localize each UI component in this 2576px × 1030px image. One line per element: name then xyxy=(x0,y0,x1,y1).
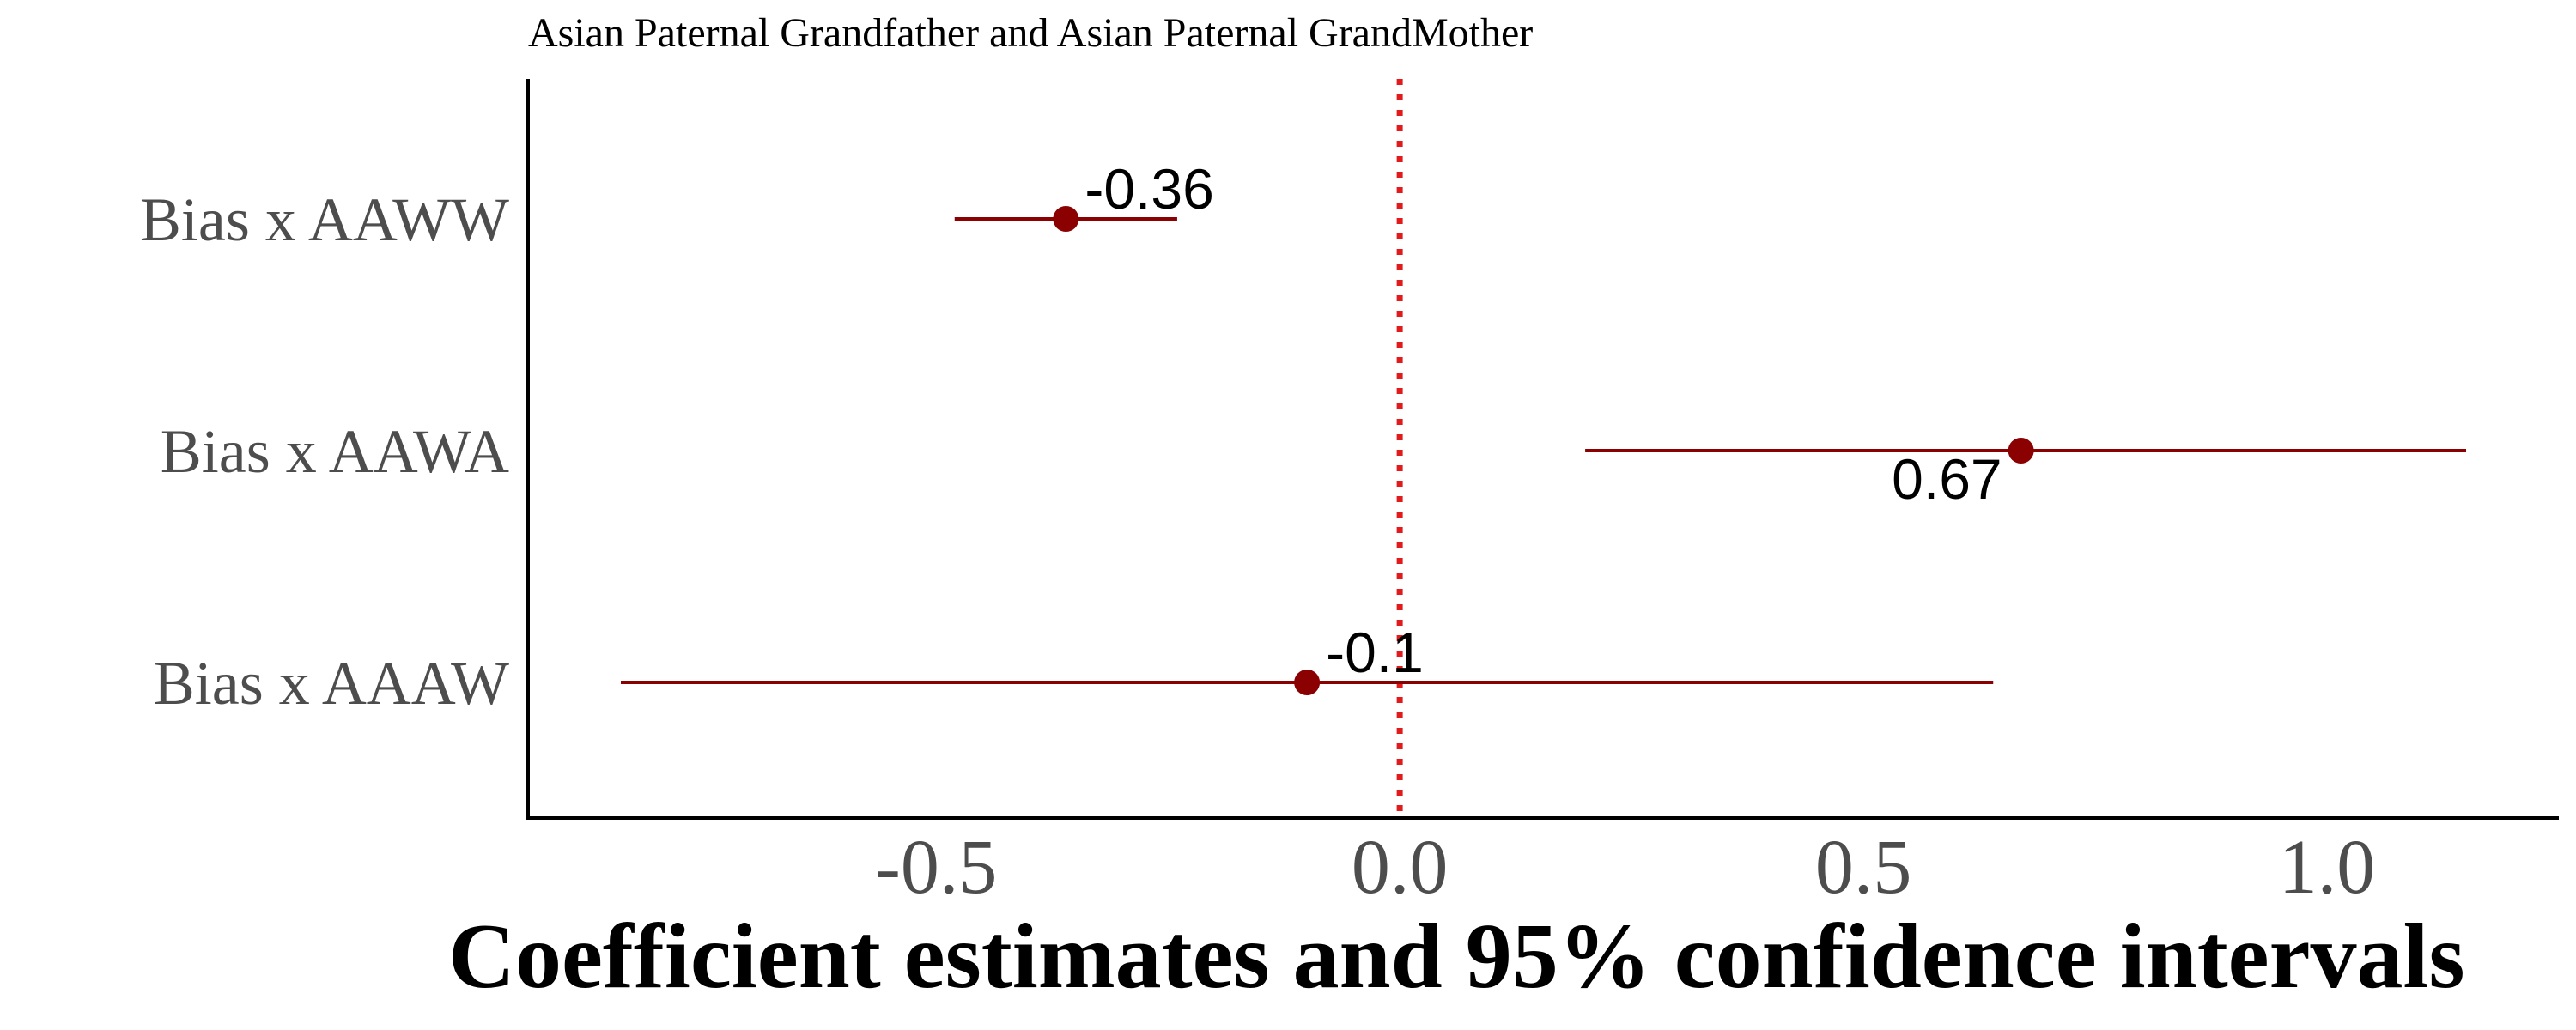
estimate-point xyxy=(2008,438,2034,464)
estimate-value-label: -0.36 xyxy=(1084,157,1213,221)
chart-title: Asian Paternal Grandfather and Asian Pat… xyxy=(528,10,1533,56)
y-category-label: Bias x AAWW xyxy=(140,185,509,254)
estimate-value-label: 0.67 xyxy=(1892,447,2002,511)
x-axis-title: Coefficient estimates and 95% confidence… xyxy=(448,906,2465,1008)
y-category-label: Bias x AAAW xyxy=(154,649,509,718)
y-category-label: Bias x AAWA xyxy=(161,417,509,486)
estimate-point xyxy=(1053,206,1079,232)
estimate-point xyxy=(1294,670,1321,695)
x-tick-label: 0.5 xyxy=(1815,825,1912,910)
x-tick-label: 1.0 xyxy=(2279,825,2376,910)
plot-marks: -0.5 0.0 0.5 1.0 Bias x AAWW -0.36 Bias x AAWA… xyxy=(140,79,2467,910)
x-tick-label: -0.5 xyxy=(875,825,997,910)
x-tick-label: 0.0 xyxy=(1352,825,1449,910)
estimate-value-label: -0.1 xyxy=(1326,621,1424,684)
